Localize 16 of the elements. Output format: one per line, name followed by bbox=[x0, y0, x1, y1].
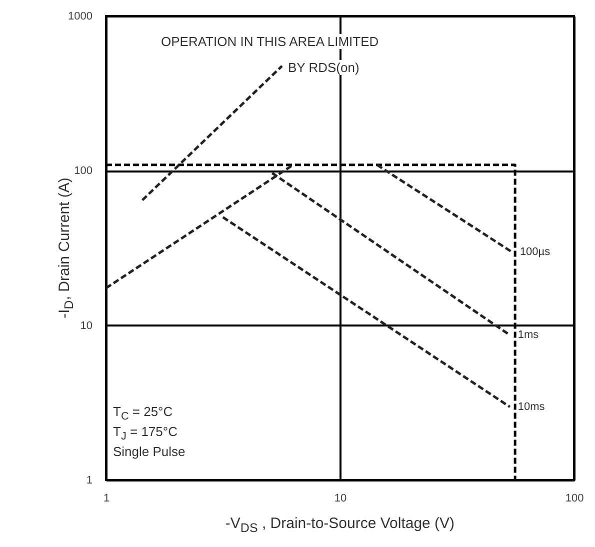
x-axis-title: -V$_{DS}$ , Drain-to-Source Voltage (V) bbox=[225, 515, 455, 535]
x-tick-label: 10 bbox=[334, 492, 347, 504]
annotation: BY RDS(on) bbox=[285, 60, 362, 75]
y-tick-label: 1000 bbox=[68, 10, 92, 22]
y-tick-label: 100 bbox=[74, 165, 92, 178]
series-label: 10ms bbox=[518, 400, 546, 413]
y-tick-label: 1 bbox=[86, 474, 92, 486]
annotation: Single Pulse bbox=[110, 444, 188, 459]
y-tick-label: 10 bbox=[80, 320, 92, 332]
annotation: T$_{J}$ = 175°C bbox=[110, 424, 180, 443]
series-label: 100µs bbox=[520, 246, 551, 258]
series-label: 1ms bbox=[518, 329, 540, 342]
x-tick-label: 100 bbox=[565, 492, 584, 504]
x-tick-label: 1 bbox=[103, 492, 110, 504]
annotation: T$_{C}$ = 25°C bbox=[110, 404, 176, 423]
annotation: OPERATION IN THIS AREA LIMITED bbox=[158, 34, 382, 49]
